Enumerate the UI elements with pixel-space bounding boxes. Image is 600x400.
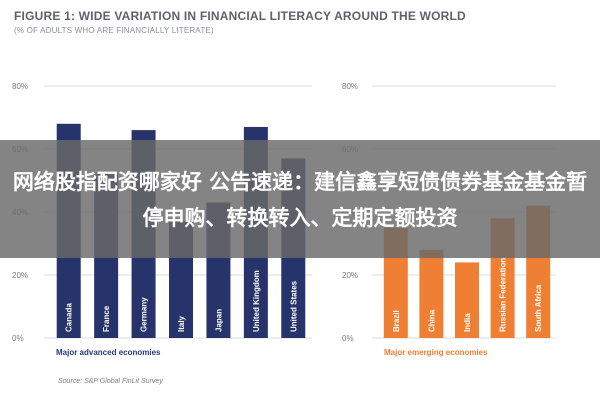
advanced-ytick-label: 0% — [12, 334, 24, 343]
emerging-ytick-label: 0% — [342, 334, 354, 343]
emerging-bar-china — [419, 249, 444, 338]
emerging-category-label: South Africa — [534, 284, 543, 332]
advanced-category-label: United Kingdom — [252, 270, 261, 332]
advanced-category-label: Italy — [177, 315, 186, 332]
overlay-headline: 网络股指配资哪家好 公告速递：建信鑫享短债债券基金基金暂停申购、转换转入、定期定… — [12, 170, 588, 230]
advanced-category-label: France — [102, 305, 111, 332]
emerging-category-label: Russian Federation — [499, 258, 508, 332]
emerging-bar-india — [455, 262, 479, 338]
emerging-category-label: India — [463, 313, 472, 332]
figure-title: FIGURE 1: WIDE VARIATION IN FINANCIAL LI… — [14, 9, 466, 23]
emerging-ytick-label: 20% — [342, 271, 358, 280]
source-note: Source: S&P Global FinLit Survey — [58, 378, 163, 385]
advanced-ytick-label: 20% — [12, 271, 28, 280]
emerging-ytick-label: 80% — [342, 82, 358, 91]
news-overlay-banner[interactable]: 网络股指配资哪家好 公告速递：建信鑫享短债债券基金基金暂停申购、转换转入、定期定… — [0, 140, 600, 258]
emerging-category-label: Brazil — [392, 310, 401, 332]
advanced-ytick-label: 80% — [12, 82, 28, 91]
advanced-group-label: Major advanced economies — [56, 348, 161, 357]
advanced-category-label: Canada — [65, 303, 74, 332]
advanced-category-label: United States — [289, 280, 298, 332]
advanced-category-label: Germany — [140, 297, 149, 332]
figure-subtitle: (% OF ADULTS WHO ARE FINANCIALLY LITERAT… — [14, 26, 214, 35]
emerging-group-label: Major emerging economies — [384, 348, 488, 357]
advanced-category-label: Japan — [214, 309, 223, 332]
emerging-category-label: China — [427, 309, 436, 332]
